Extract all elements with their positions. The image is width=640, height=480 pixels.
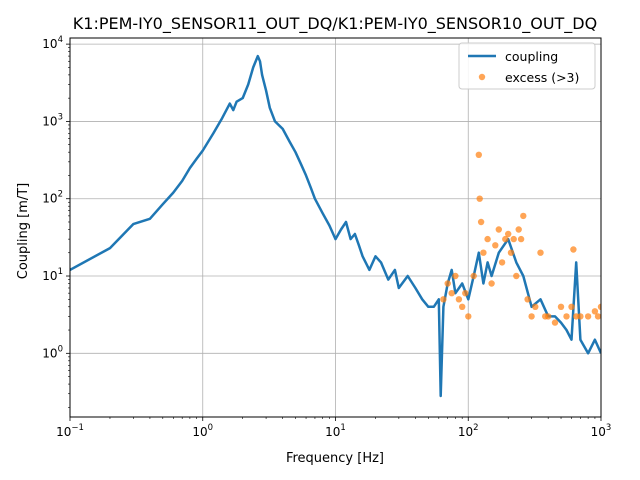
excess-point (484, 235, 491, 243)
excess-point (455, 296, 463, 303)
legend-box (458, 42, 596, 90)
legend-label-excess: excess (>3) (505, 70, 579, 85)
x-tick-label: 103 (591, 423, 612, 439)
excess-point (594, 313, 601, 320)
series-line-coupling (70, 54, 601, 398)
excess-point (513, 272, 520, 280)
excess-point (528, 313, 535, 320)
legend-marker-swatch (478, 73, 486, 81)
excess-point (462, 290, 469, 297)
grid (69, 38, 602, 417)
excess-point (440, 296, 447, 303)
x-axis-title: Frequency [Hz] (286, 451, 384, 466)
excess-point (524, 296, 531, 303)
excess-point (577, 313, 584, 320)
excess-point (551, 319, 559, 326)
y-tick-label: 101 (42, 267, 63, 283)
x-tick-label: 10−1 (56, 423, 84, 439)
excess-point (492, 242, 499, 249)
y-tick-label: 103 (42, 112, 63, 128)
excess-point (568, 303, 575, 310)
excess-point (480, 249, 487, 256)
legend: coupling excess (>3) (458, 42, 596, 90)
excess-point (532, 303, 539, 310)
excess-point (563, 313, 570, 320)
y-axis-title: Coupling [m/T] (16, 183, 31, 280)
excess-point (557, 303, 565, 310)
excess-point (475, 151, 482, 158)
excess-point (505, 230, 512, 238)
excess-point (495, 226, 502, 233)
excess-point (517, 235, 525, 243)
excess-point (502, 235, 509, 243)
x-tick-label: 100 (192, 423, 213, 439)
excess-point (470, 272, 477, 280)
x-tick-label: 101 (325, 423, 346, 439)
x-tick-label: 102 (458, 423, 479, 439)
excess-point (537, 249, 544, 256)
legend-label-coupling: coupling (505, 49, 558, 64)
chart-title: K1:PEM-IY0_SENSOR11_OUT_DQ/K1:PEM-IY0_SE… (73, 14, 597, 34)
excess-point (597, 303, 601, 310)
excess-point (584, 313, 592, 320)
excess-point (488, 280, 495, 287)
excess-point (459, 303, 466, 310)
y-tick-label: 102 (42, 190, 63, 206)
excess-point (507, 249, 515, 256)
excess-point (476, 195, 483, 202)
excess-point (444, 280, 451, 287)
excess-point (520, 212, 527, 220)
excess-point (477, 218, 485, 226)
excess-point (448, 290, 455, 297)
ticks: 10−1 100 101 102 103 100 101 102 103 104 (42, 35, 611, 439)
excess-point (570, 246, 577, 253)
excess-point (545, 313, 552, 320)
excess-point (515, 226, 522, 233)
excess-point (498, 259, 506, 266)
excess-point (591, 308, 599, 315)
y-tick-label: 100 (42, 344, 63, 360)
y-tick-label: 104 (42, 35, 63, 51)
plot-area (70, 54, 601, 398)
excess-point (510, 235, 517, 243)
excess-point (452, 272, 459, 280)
excess-point (465, 313, 472, 320)
